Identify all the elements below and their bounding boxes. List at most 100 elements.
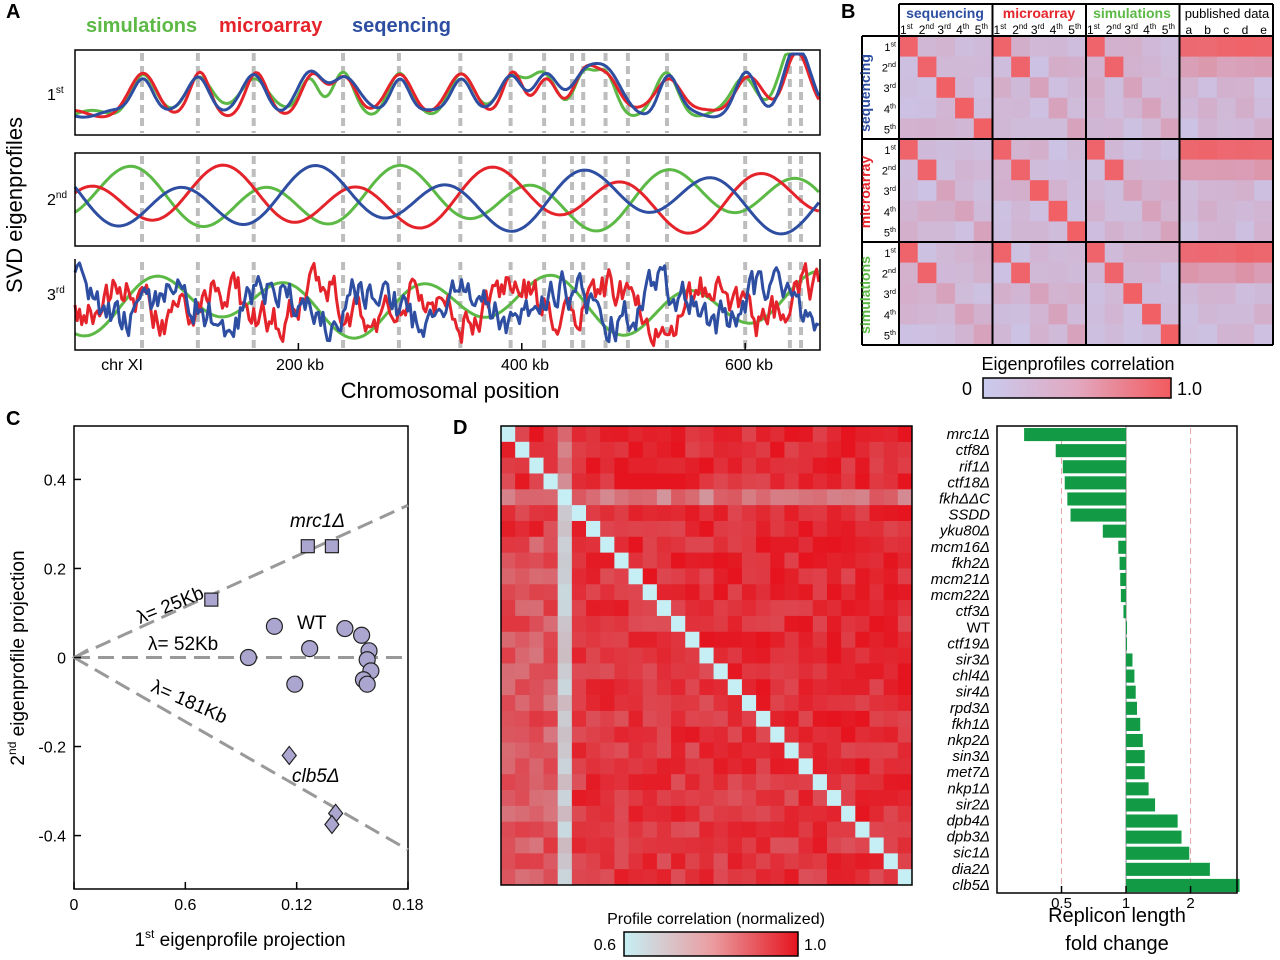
square-point	[300, 539, 315, 554]
ordinal-label: 5th	[884, 329, 896, 342]
ordinal-label: 1st	[900, 22, 914, 37]
matrix-cell	[515, 536, 530, 554]
strain-label: mrc1Δ	[947, 426, 990, 443]
matrix-cell	[883, 473, 899, 490]
matrix-cell	[642, 695, 658, 712]
heatmap-cell	[992, 97, 1012, 119]
square-point	[324, 539, 340, 554]
matrix-cell	[756, 441, 771, 459]
heatmap-cell	[1235, 283, 1255, 305]
matrix-cell	[869, 489, 885, 506]
matrix-cell	[685, 584, 700, 601]
heatmap-cell	[973, 200, 993, 222]
matrix-cell	[586, 568, 601, 585]
matrix-cell	[897, 647, 913, 664]
x-tick-label: 2	[1186, 895, 1194, 912]
matrix-cell	[784, 568, 800, 585]
matrix-cell	[501, 853, 516, 870]
matrix-cell	[529, 869, 544, 886]
matrix-cell	[529, 790, 544, 807]
matrix-cell	[784, 821, 800, 838]
matrix-cell	[770, 505, 785, 522]
matrix-frame	[500, 425, 913, 886]
heatmap-cell	[992, 36, 1012, 58]
matrix-cell	[571, 520, 587, 538]
matrix-cell	[515, 426, 530, 443]
matrix-cell	[543, 774, 559, 791]
matrix-cell	[586, 615, 601, 633]
heatmap-cell	[992, 262, 1012, 284]
matrix-cell	[798, 647, 814, 664]
heatmap-cell	[917, 159, 937, 181]
matrix-cell	[741, 647, 757, 664]
matrix-cell	[671, 790, 686, 807]
matrix-cell	[841, 489, 856, 506]
matrix-cell	[756, 457, 771, 474]
heatmap-cell	[1029, 180, 1050, 202]
matrix-cell	[699, 742, 714, 759]
heatmap-cell	[917, 303, 937, 325]
matrix-cell	[841, 837, 856, 854]
heatmap-cell	[1254, 221, 1274, 243]
heatmap-cell	[1011, 221, 1031, 243]
matrix-cell	[727, 584, 743, 601]
square-point	[204, 592, 219, 607]
matrix-cell	[671, 631, 686, 648]
matrix-cell	[614, 536, 629, 554]
heatmap-cell	[1179, 139, 1199, 161]
matrix-cell	[784, 869, 800, 886]
matrix-cell	[869, 774, 885, 791]
matrix-cell	[614, 742, 629, 759]
matrix-cell	[586, 426, 601, 443]
matrix-cell	[600, 536, 615, 554]
heatmap-cell	[1160, 56, 1180, 78]
matrix-cell	[727, 441, 743, 459]
track-1-frame	[74, 49, 821, 136]
matrix-cell	[883, 663, 899, 680]
fold-change-bar	[1126, 701, 1137, 715]
correlation-heatmap	[899, 36, 1274, 346]
matrix-cell	[812, 790, 828, 807]
matrix-cell	[770, 853, 785, 870]
matrix-cell	[770, 805, 785, 823]
fold-change-bar	[1126, 862, 1210, 876]
heatmap-cell	[1142, 242, 1162, 264]
matrix-cell	[812, 679, 828, 696]
matrix-cell	[600, 647, 615, 664]
heatmap-cell	[973, 283, 993, 305]
matrix-cell	[586, 647, 601, 664]
heatmap-cell	[973, 242, 993, 264]
matrix-cell	[727, 647, 743, 664]
matrix-cell	[812, 505, 828, 522]
heatmap-cell	[973, 303, 993, 325]
ordinal-label: 4th	[884, 102, 896, 115]
heatmap-cell	[1104, 242, 1124, 264]
matrix-cell	[515, 441, 530, 459]
heatmap-cell	[1179, 242, 1199, 264]
matrix-cell	[656, 505, 672, 522]
matrix-cell	[841, 869, 856, 886]
matrix-cell	[812, 663, 828, 680]
matrix-cell	[501, 489, 516, 506]
matrix-cell	[642, 441, 658, 459]
matrix-cell	[727, 552, 743, 569]
matrix-cell	[685, 853, 700, 870]
matrix-cell	[685, 600, 700, 617]
matrix-cell	[798, 426, 814, 443]
matrix-cell	[826, 426, 842, 443]
matrix-cell	[727, 805, 743, 823]
matrix-cell	[727, 742, 743, 759]
matrix-cell	[713, 837, 729, 854]
matrix-cell	[671, 426, 686, 443]
matrix-cell	[586, 489, 601, 506]
matrix-cell	[501, 473, 516, 490]
x-tick-label: 0.5	[1051, 895, 1072, 912]
matrix-cell	[869, 869, 885, 886]
matrix-cell	[826, 536, 842, 554]
matrix-cell	[557, 726, 573, 743]
matrix-cell	[855, 742, 870, 759]
heatmap-cell	[1104, 200, 1124, 222]
matrix-cell	[897, 631, 913, 648]
matrix-cell	[515, 790, 530, 807]
